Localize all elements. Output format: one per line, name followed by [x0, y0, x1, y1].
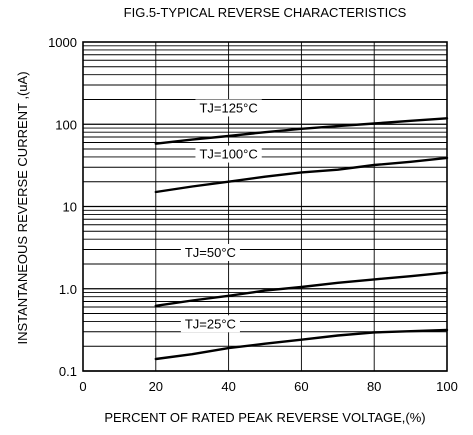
chart-title: FIG.5-TYPICAL REVERSE CHARACTERISTICS — [124, 5, 407, 20]
y-axis-label: INSTANTANEOUS REVERSE CURRENT ,(uA) — [15, 71, 30, 344]
axis-ticks: 0 20 40 60 80 100 0.1 1.0 10 100 1000 — [48, 35, 458, 394]
y-tick-label: 10 — [63, 200, 77, 215]
series-labels: TJ=125°C TJ=100°C TJ=50°C TJ=25°C — [180, 99, 262, 333]
x-tick-label: 80 — [367, 379, 381, 394]
x-tick-label: 60 — [294, 379, 308, 394]
x-tick-label: 0 — [79, 379, 86, 394]
series-line — [154, 271, 449, 307]
series-label-text: TJ=100°C — [199, 147, 257, 162]
series-label-bg — [195, 99, 262, 117]
y-tick-label: 1000 — [48, 35, 77, 50]
series-line — [154, 117, 449, 145]
series-line — [154, 156, 449, 194]
series-label-bg — [180, 243, 240, 261]
series-label: TJ=125°C — [195, 99, 262, 117]
series-label-bg — [195, 145, 262, 163]
series-label-text: TJ=125°C — [199, 100, 257, 115]
grid — [82, 41, 448, 372]
series-label-bg — [180, 315, 240, 333]
series-label: TJ=50°C — [180, 243, 240, 261]
x-tick-label: 20 — [149, 379, 163, 394]
series-label-text: TJ=50°C — [185, 245, 236, 260]
series-label: TJ=25°C — [180, 315, 240, 333]
plot-frame — [82, 41, 448, 372]
series-line — [154, 328, 449, 361]
series-label: TJ=100°C — [195, 145, 262, 163]
x-tick-label: 40 — [221, 379, 235, 394]
x-axis-label: PERCENT OF RATED PEAK REVERSE VOLTAGE,(%… — [104, 410, 425, 425]
y-tick-label: 0.1 — [59, 364, 77, 379]
series-group — [154, 117, 449, 361]
y-tick-label: 100 — [55, 117, 77, 132]
x-tick-label: 100 — [436, 379, 458, 394]
y-tick-label: 1.0 — [59, 282, 77, 297]
series-label-text: TJ=25°C — [185, 316, 236, 331]
